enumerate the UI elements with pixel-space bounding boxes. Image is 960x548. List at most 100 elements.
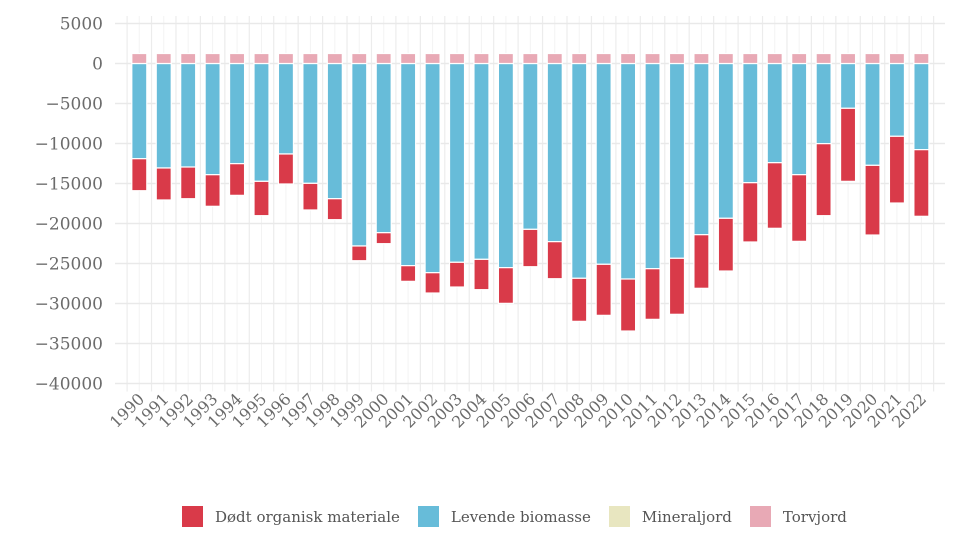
bar-d-dt-organisk-materiale-2017 — [791, 174, 808, 242]
bar-levende-biomasse-1996 — [277, 62, 295, 155]
bar-torvjord-2005 — [497, 52, 514, 65]
bar-levende-biomasse-1992 — [180, 62, 197, 168]
bar-torvjord-2012 — [668, 52, 686, 65]
bar-levende-biomasse-1998 — [326, 62, 343, 200]
bar-torvjord-1997 — [302, 52, 319, 65]
bar-d-dt-organisk-materiale-2007 — [546, 241, 563, 280]
bar-torvjord-2019 — [839, 52, 857, 65]
bar-d-dt-organisk-materiale-2013 — [693, 234, 710, 289]
y-tick-label: 5000 — [60, 15, 103, 35]
bar-levende-biomasse-2001 — [400, 62, 417, 267]
bar-torvjord-2010 — [619, 52, 637, 65]
bar-levende-biomasse-2021 — [888, 62, 906, 137]
bar-torvjord-2007 — [546, 52, 563, 65]
bar-levende-biomasse-2019 — [839, 62, 857, 109]
bar-d-dt-organisk-materiale-2006 — [522, 228, 539, 268]
bar-torvjord-2004 — [473, 52, 490, 65]
bar-levende-biomasse-2007 — [546, 62, 563, 243]
y-axis-ticks: 5000 0 −5000 −10000 −15000 −20000 −25000 −30000… — [35, 15, 103, 395]
bar-d-dt-organisk-materiale-2003 — [448, 261, 466, 288]
bar-torvjord-1990 — [131, 52, 148, 65]
legend-label: Dødt organisk materiale — [215, 507, 400, 526]
bar-d-dt-organisk-materiale-1990 — [131, 158, 148, 192]
bar-torvjord-2013 — [693, 52, 710, 65]
bar-d-dt-organisk-materiale-2021 — [888, 135, 906, 204]
bar-d-dt-organisk-materiale-1991 — [155, 167, 172, 201]
bar-d-dt-organisk-materiale-1997 — [302, 182, 319, 211]
bar-torvjord-1995 — [253, 52, 270, 65]
bar-d-dt-organisk-materiale-1993 — [204, 174, 221, 207]
bar-torvjord-2015 — [742, 52, 759, 65]
bar-torvjord-2022 — [913, 52, 930, 65]
bar-torvjord-2016 — [766, 52, 783, 65]
bar-levende-biomasse-1991 — [155, 62, 172, 169]
bar-d-dt-organisk-materiale-2010 — [619, 278, 637, 332]
y-tick-label: −30000 — [35, 295, 103, 315]
bar-levende-biomasse-2003 — [448, 62, 466, 263]
bar-torvjord-2002 — [424, 52, 441, 65]
bar-levende-biomasse-2012 — [668, 62, 686, 259]
bar-d-dt-organisk-materiale-2005 — [497, 267, 514, 304]
bar-d-dt-organisk-materiale-2019 — [839, 107, 857, 182]
y-tick-label: −10000 — [35, 135, 103, 155]
bar-d-dt-organisk-materiale-1994 — [228, 163, 246, 196]
bar-levende-biomasse-2022 — [913, 62, 930, 151]
bar-torvjord-1999 — [351, 52, 368, 65]
bar-levende-biomasse-2010 — [619, 62, 637, 280]
bar-levende-biomasse-2013 — [693, 62, 710, 236]
bar-levende-biomasse-1999 — [351, 62, 368, 247]
x-axis-ticks: 1990199119921993199419951996199719981999… — [106, 389, 930, 431]
bar-levende-biomasse-1995 — [253, 62, 270, 182]
bar-torvjord-2001 — [400, 52, 417, 65]
bar-levende-biomasse-2009 — [595, 62, 612, 265]
bar-d-dt-organisk-materiale-1999 — [351, 245, 368, 262]
bar-d-dt-organisk-materiale-2000 — [375, 232, 392, 245]
bar-levende-biomasse-2018 — [815, 62, 832, 145]
bar-torvjord-2009 — [595, 52, 612, 65]
bar-torvjord-2011 — [644, 52, 661, 65]
legend-swatch — [182, 506, 203, 527]
bar-torvjord-1996 — [277, 52, 295, 65]
bar-levende-biomasse-1990 — [131, 62, 148, 160]
bar-d-dt-organisk-materiale-2016 — [766, 162, 783, 229]
bar-levende-biomasse-2015 — [742, 62, 759, 184]
legend-item-torvjord: Torvjord — [749, 506, 847, 527]
bar-d-dt-organisk-materiale-1998 — [326, 198, 343, 221]
bar-levende-biomasse-2006 — [522, 62, 539, 230]
bar-torvjord-2020 — [864, 52, 881, 65]
bar-d-dt-organisk-materiale-1996 — [277, 153, 295, 185]
bar-levende-biomasse-2016 — [766, 62, 783, 164]
bar-torvjord-2018 — [815, 52, 832, 65]
bar-d-dt-organisk-materiale-2020 — [864, 164, 881, 236]
legend-swatch — [417, 506, 439, 527]
bar-levende-biomasse-2002 — [424, 62, 441, 274]
y-tick-label: −5000 — [45, 95, 103, 115]
bar-d-dt-organisk-materiale-2002 — [424, 272, 441, 294]
legend: Dødt organisk materiale Levende biomasse… — [182, 506, 865, 527]
bar-d-dt-organisk-materiale-2014 — [717, 217, 734, 272]
bar-torvjord-1992 — [180, 52, 197, 65]
bar-levende-biomasse-2005 — [497, 62, 514, 269]
bar-levende-biomasse-1994 — [228, 62, 246, 165]
bar-torvjord-2014 — [717, 52, 734, 65]
bar-levende-biomasse-2017 — [791, 62, 808, 176]
bar-d-dt-organisk-materiale-2001 — [400, 265, 417, 282]
legend-label: Levende biomasse — [450, 507, 591, 526]
bar-torvjord-2021 — [888, 52, 906, 65]
bar-torvjord-2003 — [448, 52, 466, 65]
bar-d-dt-organisk-materiale-2018 — [815, 143, 832, 217]
bar-d-dt-organisk-materiale-2011 — [644, 268, 661, 320]
bar-torvjord-1991 — [155, 52, 172, 65]
bar-torvjord-1994 — [228, 52, 246, 65]
legend-item-dodt-organisk: Dødt organisk materiale — [182, 506, 400, 527]
y-tick-label: 0 — [92, 55, 103, 75]
bar-levende-biomasse-2020 — [864, 62, 881, 166]
legend-item-levende-biomasse: Levende biomasse — [417, 506, 591, 527]
legend-swatch — [749, 506, 771, 527]
legend-label: Mineraljord — [641, 507, 732, 526]
bar-levende-biomasse-2004 — [473, 62, 490, 260]
bar-torvjord-1993 — [204, 52, 221, 65]
bar-torvjord-2000 — [375, 52, 392, 65]
bars — [131, 52, 930, 332]
